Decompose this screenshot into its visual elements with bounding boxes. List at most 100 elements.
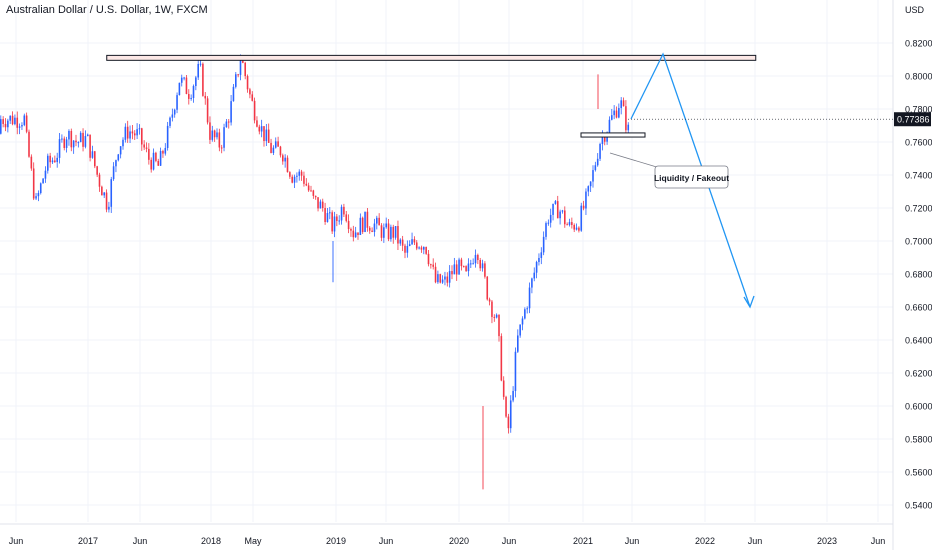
candle[interactable]	[293, 174, 296, 189]
candle[interactable]	[223, 123, 225, 152]
candle[interactable]	[502, 376, 505, 400]
candle[interactable]	[404, 243, 406, 259]
candle[interactable]	[296, 172, 298, 183]
candle[interactable]	[453, 257, 456, 275]
candle[interactable]	[512, 386, 514, 403]
candle[interactable]	[61, 134, 63, 143]
candle[interactable]	[263, 126, 265, 147]
candle[interactable]	[145, 142, 148, 153]
candle[interactable]	[366, 207, 369, 232]
candle[interactable]	[451, 265, 453, 280]
candle[interactable]	[206, 96, 209, 125]
candle[interactable]	[16, 111, 19, 135]
candle[interactable]	[37, 190, 40, 202]
candle[interactable]	[446, 272, 449, 287]
candle[interactable]	[286, 155, 289, 173]
candle[interactable]	[509, 395, 512, 433]
candle[interactable]	[0, 115, 2, 135]
candle[interactable]	[533, 267, 536, 282]
candle[interactable]	[493, 314, 496, 322]
candle[interactable]	[178, 82, 181, 96]
candle[interactable]	[133, 130, 136, 140]
candle[interactable]	[552, 203, 554, 221]
candle[interactable]	[385, 217, 387, 229]
candle[interactable]	[77, 141, 80, 148]
candle[interactable]	[401, 235, 404, 252]
candle[interactable]	[542, 231, 545, 256]
candle[interactable]	[227, 119, 230, 129]
candle[interactable]	[495, 313, 498, 319]
candle[interactable]	[594, 161, 597, 172]
candle[interactable]	[566, 222, 568, 226]
candle[interactable]	[162, 149, 164, 158]
candle[interactable]	[488, 297, 491, 306]
candle[interactable]	[484, 261, 486, 279]
candle[interactable]	[413, 236, 416, 245]
candle[interactable]	[54, 155, 56, 163]
candle[interactable]	[439, 273, 442, 284]
candle[interactable]	[298, 169, 301, 181]
candle[interactable]	[166, 121, 169, 151]
candle[interactable]	[232, 83, 235, 102]
candle[interactable]	[423, 246, 425, 255]
candle[interactable]	[86, 133, 89, 137]
candle[interactable]	[568, 218, 571, 227]
candle[interactable]	[425, 246, 427, 255]
candle[interactable]	[350, 227, 352, 237]
candle[interactable]	[592, 165, 594, 188]
candle[interactable]	[267, 123, 270, 144]
candle[interactable]	[209, 116, 211, 144]
candle[interactable]	[75, 134, 77, 147]
candle[interactable]	[101, 185, 103, 196]
candle[interactable]	[387, 219, 390, 242]
candle[interactable]	[176, 92, 178, 114]
candle[interactable]	[96, 165, 98, 178]
candle[interactable]	[371, 227, 373, 233]
candle[interactable]	[197, 57, 199, 80]
candle[interactable]	[470, 259, 472, 269]
candle[interactable]	[237, 73, 239, 78]
candle[interactable]	[272, 145, 275, 155]
candle[interactable]	[307, 182, 310, 192]
candle[interactable]	[535, 260, 538, 279]
candle[interactable]	[218, 128, 221, 152]
candle[interactable]	[620, 97, 622, 115]
candle[interactable]	[613, 105, 615, 120]
candle[interactable]	[68, 129, 70, 146]
candle[interactable]	[51, 157, 54, 164]
candle[interactable]	[2, 116, 4, 128]
candle[interactable]	[432, 258, 434, 270]
candle[interactable]	[578, 226, 580, 233]
candle[interactable]	[305, 178, 308, 187]
candle[interactable]	[547, 219, 550, 226]
candle[interactable]	[183, 76, 185, 81]
candle[interactable]	[220, 144, 223, 154]
candle[interactable]	[141, 127, 143, 151]
candle[interactable]	[89, 134, 91, 162]
candle[interactable]	[65, 136, 68, 153]
candle[interactable]	[549, 208, 552, 228]
candle[interactable]	[373, 218, 376, 237]
candle[interactable]	[343, 203, 345, 217]
candle[interactable]	[148, 143, 150, 165]
candle[interactable]	[195, 75, 197, 91]
candle[interactable]	[143, 140, 145, 151]
candle[interactable]	[303, 171, 305, 187]
candle[interactable]	[587, 185, 590, 197]
candle[interactable]	[63, 136, 66, 151]
candle[interactable]	[538, 253, 540, 266]
candle[interactable]	[105, 189, 108, 213]
candle[interactable]	[448, 265, 451, 288]
candle[interactable]	[571, 217, 573, 229]
candle[interactable]	[596, 153, 599, 167]
candle[interactable]	[56, 152, 58, 168]
candle[interactable]	[9, 115, 11, 124]
candle[interactable]	[397, 220, 399, 251]
candle[interactable]	[361, 216, 364, 234]
candle[interactable]	[580, 202, 583, 232]
candle[interactable]	[524, 307, 526, 320]
candle[interactable]	[399, 238, 402, 246]
candle[interactable]	[437, 270, 439, 284]
candle[interactable]	[82, 128, 84, 152]
candle[interactable]	[169, 116, 171, 129]
